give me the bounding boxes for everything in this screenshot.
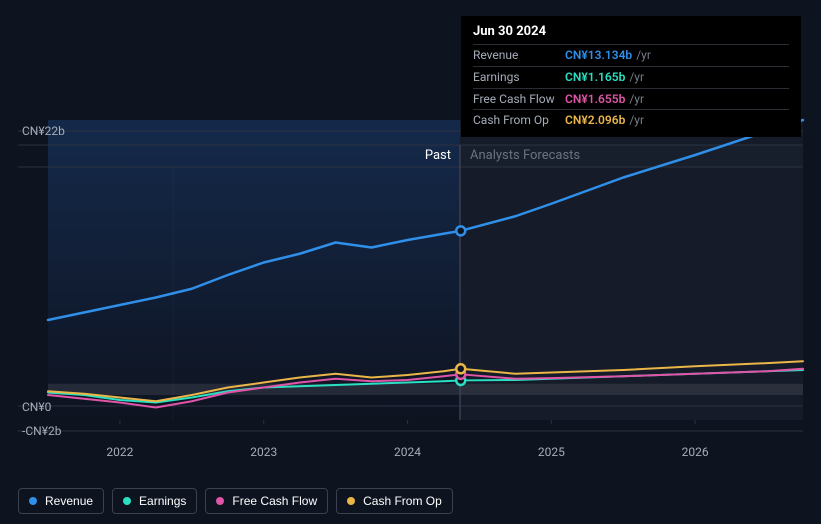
tooltip-row-fcf: Free Cash Flow CN¥1.655b /yr (473, 89, 789, 111)
region-label-forecast: Analysts Forecasts (470, 148, 580, 163)
legend-label: Cash From Op (363, 494, 442, 508)
chart-tooltip: Jun 30 2024 Revenue CN¥13.134b /yr Earni… (461, 16, 801, 137)
legend-item-earnings[interactable]: Earnings (112, 488, 197, 514)
y-axis-label: -CN¥2b (22, 424, 61, 438)
x-axis-label: 2023 (250, 445, 277, 459)
tooltip-title: Jun 30 2024 (473, 24, 789, 45)
legend-dot-icon (29, 497, 37, 505)
financial-forecast-chart: Past Analysts Forecasts CN¥22b CN¥0 -CN¥… (0, 0, 821, 524)
tooltip-value: CN¥1.165b (565, 69, 625, 86)
tooltip-value: CN¥1.655b (565, 91, 625, 108)
chart-legend: Revenue Earnings Free Cash Flow Cash Fro… (18, 488, 453, 514)
y-axis-label: CN¥22b (22, 124, 65, 138)
legend-item-revenue[interactable]: Revenue (18, 488, 104, 514)
tooltip-label: Revenue (473, 47, 565, 64)
tooltip-label: Free Cash Flow (473, 91, 565, 108)
tooltip-suffix: /yr (629, 91, 644, 108)
legend-item-cfo[interactable]: Cash From Op (336, 488, 453, 514)
tooltip-suffix: /yr (636, 47, 651, 64)
x-axis-label: 2026 (682, 445, 709, 459)
legend-label: Free Cash Flow (232, 494, 317, 508)
tooltip-label: Earnings (473, 69, 565, 86)
tooltip-suffix: /yr (629, 112, 644, 129)
tooltip-row-cfo: Cash From Op CN¥2.096b /yr (473, 110, 789, 131)
tooltip-label: Cash From Op (473, 112, 565, 129)
tooltip-row-revenue: Revenue CN¥13.134b /yr (473, 45, 789, 67)
tooltip-value: CN¥2.096b (565, 112, 625, 129)
x-axis-label: 2024 (394, 445, 421, 459)
x-axis-label: 2022 (106, 445, 133, 459)
legend-label: Revenue (45, 494, 93, 508)
legend-dot-icon (347, 497, 355, 505)
tooltip-value: CN¥13.134b (565, 47, 632, 64)
legend-dot-icon (123, 497, 131, 505)
legend-item-fcf[interactable]: Free Cash Flow (205, 488, 328, 514)
y-axis-label: CN¥0 (22, 400, 51, 414)
tooltip-row-earnings: Earnings CN¥1.165b /yr (473, 67, 789, 89)
legend-dot-icon (216, 497, 224, 505)
region-label-past: Past (425, 148, 451, 163)
tooltip-suffix: /yr (629, 69, 644, 86)
legend-label: Earnings (139, 494, 186, 508)
x-axis-label: 2025 (538, 445, 565, 459)
